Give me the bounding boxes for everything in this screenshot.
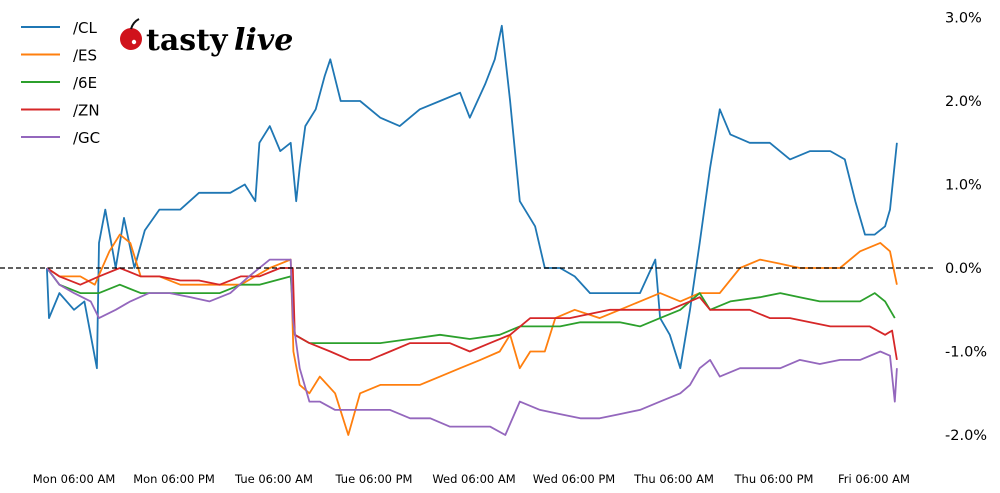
y-tick-label: 0.0% (945, 261, 982, 277)
series-line-gc (46, 258, 898, 436)
x-tick-label: Thu 06:00 AM (633, 472, 714, 486)
legend: /CL/ES/6E/ZN/GC (21, 19, 100, 147)
series-line-cl (46, 24, 898, 370)
legend-label: /CL (73, 19, 98, 37)
legend-label: /ES (73, 47, 97, 65)
x-tick-label: Wed 06:00 PM (533, 472, 615, 486)
legend-label: /ZN (73, 102, 100, 120)
series-line-6e (46, 267, 896, 344)
x-tick-label: Mon 06:00 PM (133, 472, 215, 486)
x-tick-label: Tue 06:00 AM (234, 472, 313, 486)
y-axis: 3.0% 2.0% 1.0% 0.0% -1.0% -2.0% (945, 11, 987, 445)
series-lines (46, 24, 898, 436)
series-line-es (46, 233, 898, 436)
logo-text-tasty: tasty (146, 23, 229, 58)
logo-text-live: live (234, 23, 293, 58)
tastylive-logo: tasty live (120, 18, 293, 58)
series-line-zn (46, 267, 898, 361)
legend-label: /GC (73, 129, 100, 147)
legend-label: /6E (73, 74, 97, 92)
y-tick-label: -1.0% (945, 345, 987, 361)
x-tick-label: Mon 06:00 AM (33, 472, 116, 486)
cherry-icon (120, 18, 142, 50)
y-tick-label: 2.0% (945, 94, 982, 110)
x-tick-label: Wed 06:00 AM (432, 472, 515, 486)
y-tick-label: 1.0% (945, 178, 982, 194)
x-tick-label: Tue 06:00 PM (335, 472, 413, 486)
x-axis: Mon 06:00 AM Mon 06:00 PM Tue 06:00 AM Tue … (33, 472, 910, 486)
x-tick-label: Fri 06:00 AM (838, 472, 910, 486)
y-tick-label: -2.0% (945, 428, 987, 444)
y-tick-label: 3.0% (945, 11, 982, 27)
x-tick-label: Thu 06:00 PM (734, 472, 814, 486)
